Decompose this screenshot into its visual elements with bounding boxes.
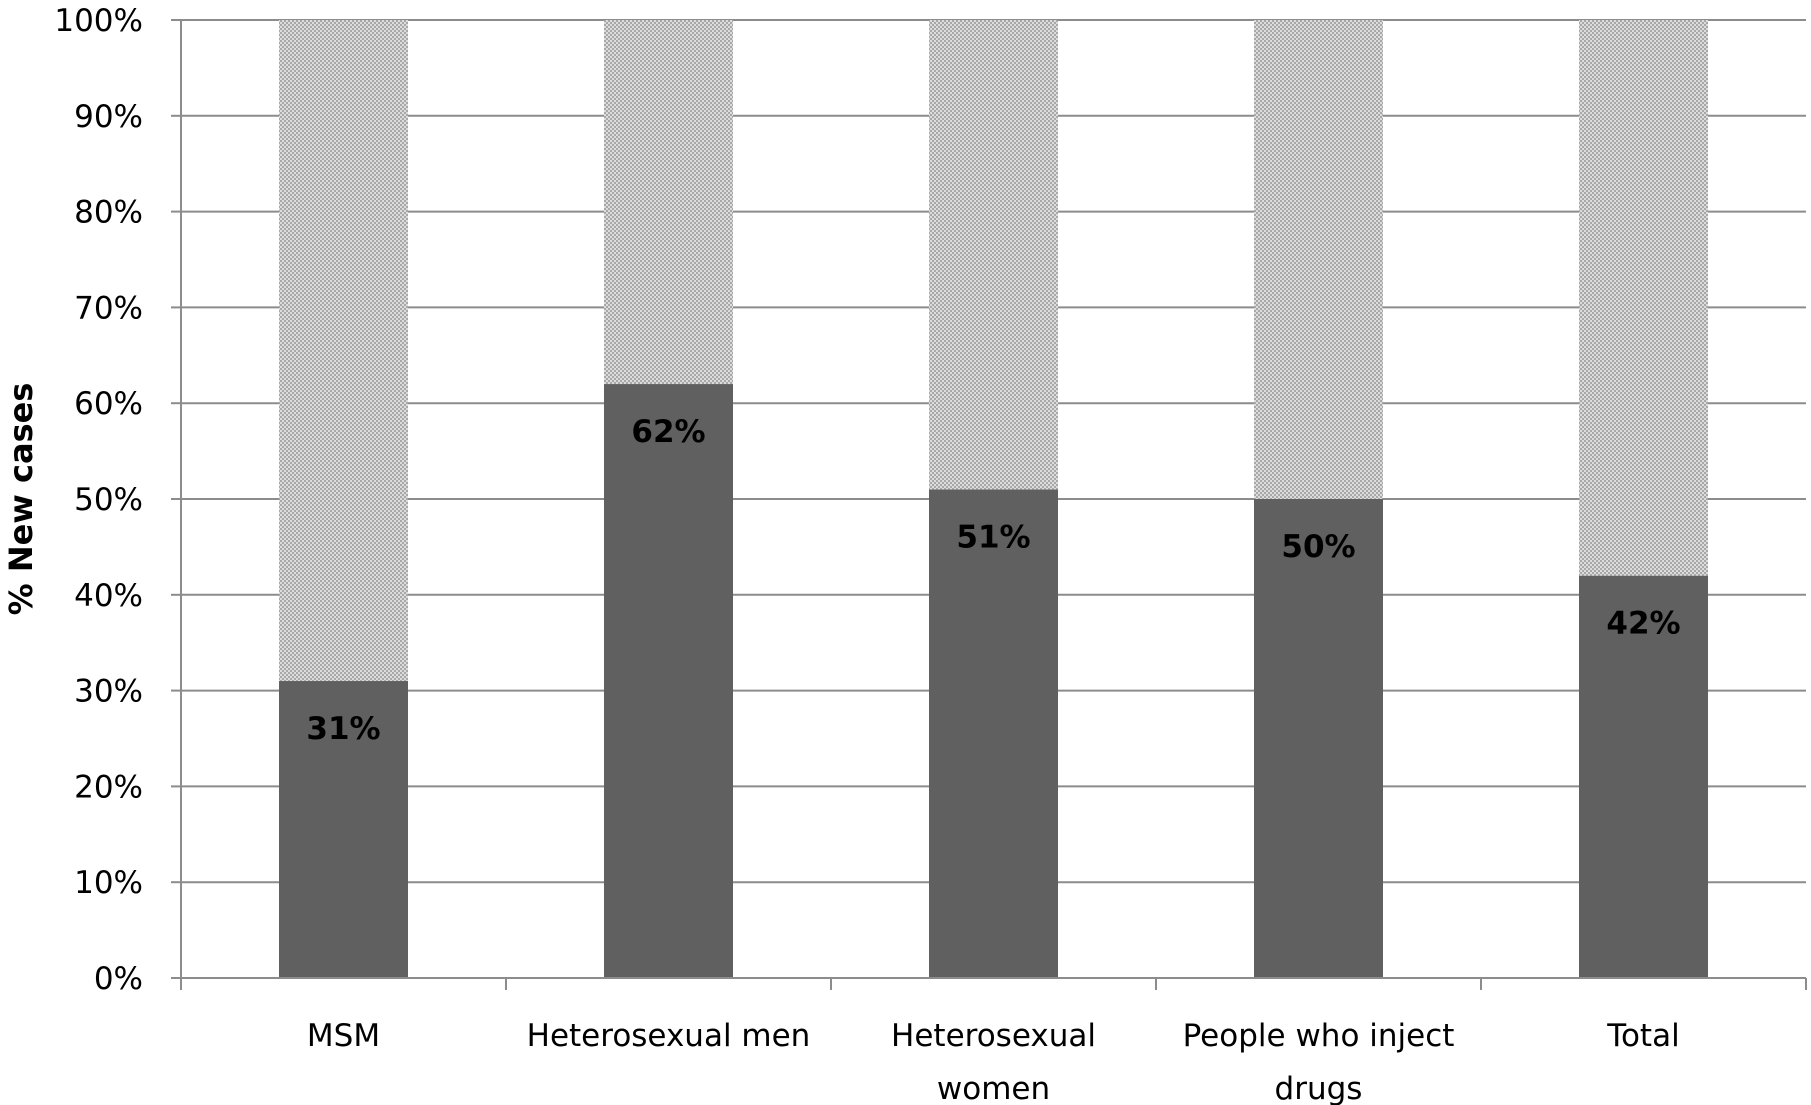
bars [279, 20, 1708, 978]
x-category-label: drugs [1275, 1071, 1363, 1105]
bar-segment-remainder [1254, 20, 1383, 499]
y-tick-label: 10% [74, 865, 143, 901]
x-category-label: People who inject [1183, 1018, 1455, 1054]
x-category-label: women [937, 1071, 1050, 1105]
bar-segment-remainder [929, 20, 1058, 490]
y-axis-title: % New cases [2, 383, 40, 616]
data-label: 51% [956, 519, 1030, 555]
bar-segment-remainder [279, 20, 408, 682]
x-category-label: MSM [307, 1018, 380, 1054]
x-category-label: Heterosexual men [527, 1018, 811, 1054]
y-tick-label: 40% [74, 578, 143, 614]
bar-segment-remainder [1579, 20, 1708, 576]
y-tick-label: 80% [74, 195, 143, 231]
bar-segment-primary [929, 489, 1058, 978]
y-tick-label: 50% [74, 482, 143, 518]
x-category-label: Heterosexual [891, 1018, 1096, 1054]
data-label: 42% [1606, 606, 1680, 642]
y-tick-label: 0% [94, 961, 143, 997]
x-category-label: Total [1606, 1018, 1679, 1054]
y-tick-label: 20% [74, 769, 143, 805]
bar-segment-primary [604, 384, 733, 978]
data-label: 50% [1281, 529, 1355, 565]
bar-segment-primary [1579, 575, 1708, 978]
bar-segment-primary [279, 681, 408, 978]
bar-segment-primary [1254, 499, 1383, 978]
y-tick-label: 60% [74, 386, 143, 422]
labels: 0% 10% 20% 30% 40% 50% 60% 70% 80% 90% 100% 31% MSM 6… [54, 3, 1680, 1105]
data-label: 62% [631, 414, 705, 450]
y-tick-label: 70% [74, 290, 143, 326]
y-tick-label: 90% [74, 99, 143, 135]
y-tick-label: 100% [54, 3, 143, 39]
axes [171, 19, 1807, 990]
bar-segment-remainder [604, 20, 733, 385]
y-tick-label: 30% [74, 674, 143, 710]
data-label: 31% [306, 711, 380, 747]
